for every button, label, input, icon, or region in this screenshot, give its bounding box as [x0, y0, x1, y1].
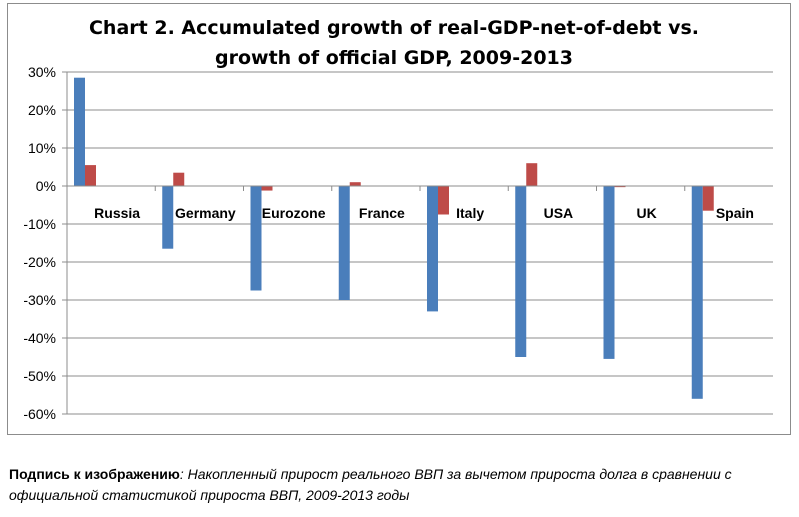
y-tick-label: 30% [28, 64, 56, 80]
bar-chart: Chart 2. Accumulated growth of real-GDP-… [23, 17, 773, 422]
y-tick-label: -10% [23, 216, 56, 232]
chart-title-line-2: growth of official GDP, 2009-2013 [215, 47, 573, 69]
bar [74, 77, 85, 186]
bar [526, 163, 538, 186]
bar [438, 186, 449, 215]
y-tick-label: -30% [23, 292, 56, 308]
bar [261, 186, 273, 191]
bar [338, 186, 350, 300]
category-label: Spain [716, 205, 754, 221]
y-tick-label: -50% [23, 368, 56, 384]
category-label: Russia [94, 205, 140, 221]
bar [250, 186, 262, 291]
bar [349, 182, 361, 186]
bar [603, 186, 615, 359]
category-label: UK [637, 205, 657, 221]
category-label: France [359, 205, 405, 221]
image-caption: Подпись к изображению: Накопленный приро… [9, 464, 791, 506]
bar [614, 186, 626, 188]
category-label: Italy [456, 205, 484, 221]
category-label: Germany [175, 205, 236, 221]
bar [162, 186, 174, 249]
y-tick-label: -60% [23, 406, 56, 422]
bar [691, 186, 703, 399]
y-tick-label: 20% [28, 102, 56, 118]
bar [515, 186, 527, 357]
chart-title-line-1: Chart 2. Accumulated growth of real-GDP-… [89, 17, 699, 39]
y-tick-label: -20% [23, 254, 56, 270]
category-label: USA [544, 205, 574, 221]
axes [66, 72, 773, 414]
y-axis-ticks: 30% 20% 10% 0% -10% -20% -30% -40% -50% -60% [23, 64, 67, 422]
bars [74, 77, 714, 399]
caption-label: Подпись к изображению [9, 466, 180, 482]
y-tick-label: -40% [23, 330, 56, 346]
y-tick-label: 10% [28, 140, 56, 156]
bar [85, 165, 96, 186]
category-labels: Russia Germany Eurozone France Italy USA UK Spa… [94, 205, 754, 221]
y-tick-label: 0% [36, 178, 56, 194]
caption-text: : Накопленный прирост реального ВВП за в… [9, 466, 732, 503]
category-label: Eurozone [262, 205, 326, 221]
chart-frame: Chart 2. Accumulated growth of real-GDP-… [7, 3, 791, 435]
gridlines [67, 71, 773, 415]
bar [427, 186, 438, 312]
bar [173, 172, 185, 186]
bar [702, 186, 714, 211]
